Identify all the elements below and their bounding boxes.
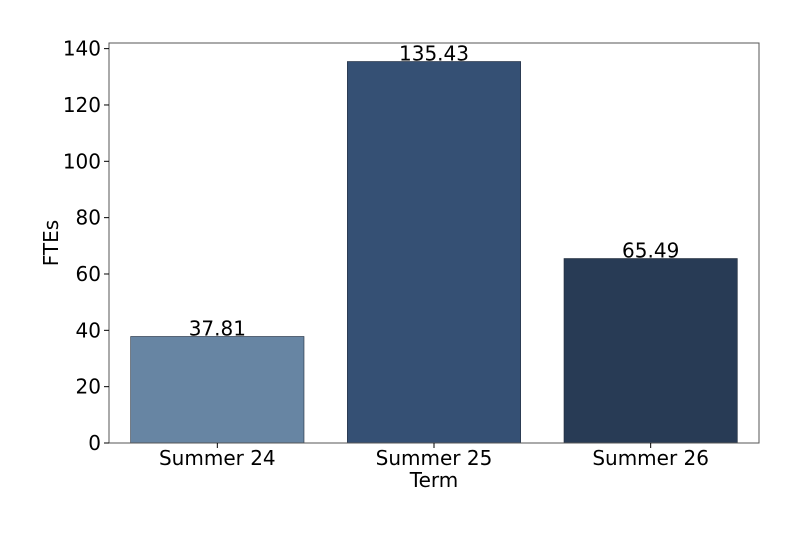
- data-label: 135.43: [399, 42, 469, 66]
- data-labels: 37.81 135.43 65.49: [189, 42, 680, 341]
- y-axis-label: FTEs: [39, 220, 63, 266]
- y-tick-label: 120: [63, 93, 101, 117]
- x-tick-label: Summer 25: [376, 446, 493, 470]
- x-tick-label: Summer 24: [159, 446, 276, 470]
- y-axis-ticks: 0 20 40 60 80 100 120 140: [63, 37, 109, 455]
- y-tick-label: 100: [63, 149, 101, 173]
- y-tick-label: 60: [76, 262, 101, 286]
- y-tick-label: 20: [76, 375, 101, 399]
- x-tick-label: Summer 26: [592, 446, 709, 470]
- y-tick-label: 80: [76, 206, 101, 230]
- data-label: 37.81: [189, 316, 246, 340]
- bar-summer-26: [563, 258, 738, 444]
- y-tick-label: 0: [88, 431, 101, 455]
- bar-summer-24: [130, 336, 305, 444]
- y-tick-label: 40: [76, 318, 101, 342]
- y-tick-label: 140: [63, 37, 101, 61]
- bar-summer-25: [347, 61, 521, 444]
- bars-layer: [130, 61, 738, 444]
- x-axis-ticks: Summer 24 Summer 25 Summer 26: [159, 443, 709, 470]
- x-axis-label: Term: [409, 468, 458, 492]
- data-label: 65.49: [622, 239, 679, 263]
